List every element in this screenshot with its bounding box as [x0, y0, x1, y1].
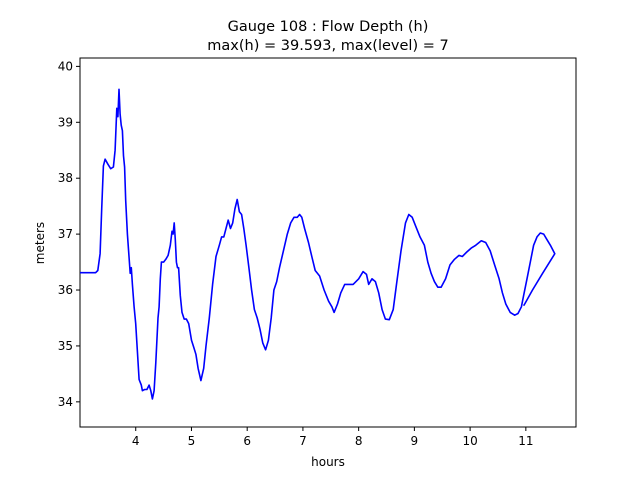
x-tick-label: 9 [411, 434, 419, 448]
flow-depth-line [80, 88, 556, 400]
plot-area: 4 5 6 7 8 9 10 11 34 35 36 37 38 39 40 [58, 57, 577, 448]
y-tick-label: 36 [58, 283, 73, 297]
y-tick-label: 38 [58, 171, 73, 185]
x-tick-label: 6 [243, 434, 251, 448]
x-tick-label: 11 [518, 434, 533, 448]
plot-frame [79, 57, 577, 428]
x-axis: 4 5 6 7 8 9 10 11 [132, 427, 533, 448]
y-tick-label: 40 [58, 59, 73, 73]
y-tick-label: 39 [58, 115, 73, 129]
x-tick-label: 8 [355, 434, 363, 448]
x-tick-label: 7 [299, 434, 307, 448]
chart-title: Gauge 108 : Flow Depth (h) [228, 19, 429, 35]
y-tick-label: 34 [58, 395, 73, 409]
x-tick-label: 5 [188, 434, 196, 448]
y-tick-label: 37 [58, 227, 73, 241]
x-tick-label: 4 [132, 434, 140, 448]
y-axis: 34 35 36 37 38 39 40 [58, 59, 80, 409]
chart-subtitle: max(h) = 39.593, max(level) = 7 [207, 38, 448, 54]
x-tick-label: 10 [462, 434, 477, 448]
y-tick-label: 35 [58, 339, 73, 353]
y-axis-label: meters [33, 222, 47, 264]
x-axis-label: hours [311, 455, 345, 469]
